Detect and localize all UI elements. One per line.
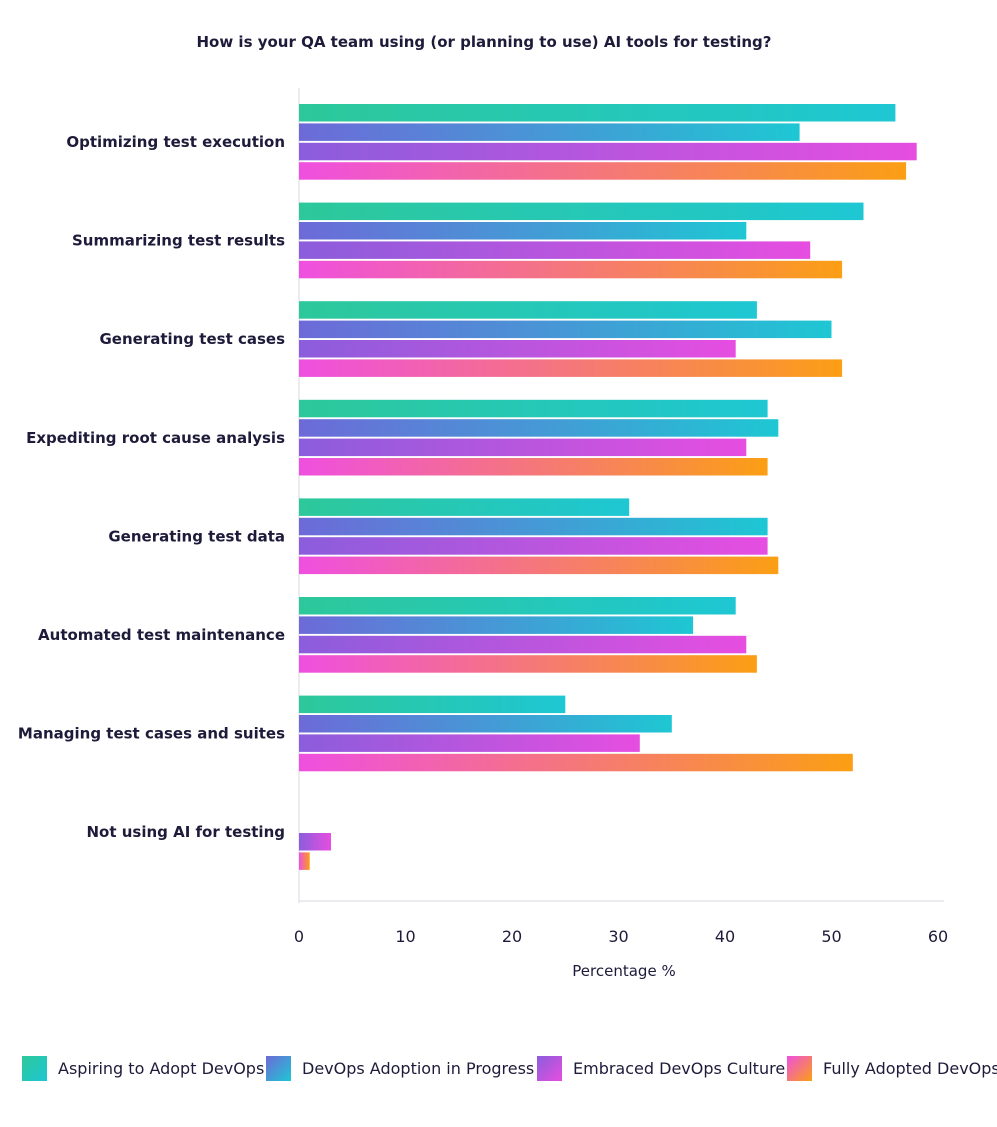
bar: [299, 202, 864, 221]
category-label: Summarizing test results: [72, 232, 285, 250]
bar: [299, 537, 768, 555]
x-tick-label: 0: [294, 927, 304, 946]
x-tick-label: 40: [715, 927, 735, 946]
x-axis-label: Percentage %: [572, 962, 675, 980]
legend: Aspiring to Adopt DevOps DevOps Adoption…: [22, 1054, 997, 1084]
x-tick-label: 20: [502, 927, 522, 946]
x-tick-label: 30: [608, 927, 628, 946]
category-label: Automated test maintenance: [38, 626, 285, 644]
bar: [299, 222, 747, 240]
legend-item-in-progress[interactable]: DevOps Adoption in Progress: [266, 1054, 534, 1082]
legend-swatch: [537, 1055, 562, 1081]
bar: [299, 301, 757, 319]
bar: [299, 517, 768, 536]
bar: [299, 635, 747, 654]
legend-label: Embraced DevOps Culture: [573, 1058, 786, 1078]
bar: [299, 556, 779, 575]
legend-label: Aspiring to Adopt DevOps: [58, 1058, 265, 1078]
legend-swatch: [787, 1055, 812, 1081]
category-label: Not using AI for testing: [86, 823, 285, 841]
category-label: Generating test data: [108, 527, 285, 545]
bar: [299, 340, 736, 358]
bar: [299, 399, 768, 418]
legend-item-embraced[interactable]: Embraced DevOps Culture: [537, 1054, 785, 1082]
bar: [299, 833, 331, 851]
chart-title: How is your QA team using (or planning t…: [196, 33, 771, 51]
bar: [299, 260, 843, 279]
bar: [299, 241, 811, 259]
bar: [299, 123, 800, 141]
bar: [299, 162, 907, 180]
bar: [299, 458, 768, 476]
legend-swatch: [266, 1055, 291, 1081]
bar: [299, 320, 832, 339]
category-label: Optimizing test execution: [66, 133, 285, 151]
legend-label: Fully Adopted DevOps: [823, 1058, 997, 1078]
bar: [299, 852, 310, 870]
category-labels: Optimizing test execution Summarizing tes…: [18, 133, 285, 841]
x-tick-labels: 0 10 20 30 40 50 60: [294, 927, 948, 946]
bar: [299, 753, 853, 772]
bar: [299, 734, 640, 752]
bar: [299, 104, 896, 122]
legend-item-fully-adopted[interactable]: Fully Adopted DevOps: [787, 1054, 997, 1082]
category-label: Managing test cases and suites: [18, 725, 285, 743]
legend-item-aspiring[interactable]: Aspiring to Adopt DevOps: [22, 1054, 264, 1082]
bar: [299, 438, 747, 457]
bar: [299, 655, 757, 673]
legend-swatch: [22, 1055, 47, 1081]
bar: [299, 715, 672, 733]
bar: [299, 498, 630, 516]
bar: [299, 359, 843, 377]
category-label: Generating test cases: [99, 330, 285, 348]
x-tick-label: 50: [821, 927, 841, 946]
x-tick-label: 10: [395, 927, 415, 946]
bars-group: [299, 104, 917, 870]
bar: [299, 616, 694, 634]
bar: [299, 597, 736, 615]
bar: [299, 419, 779, 437]
category-label: Expediting root cause analysis: [26, 429, 285, 447]
bar: [299, 142, 917, 161]
legend-label: DevOps Adoption in Progress: [302, 1058, 535, 1078]
x-tick-label: 60: [928, 927, 948, 946]
bar: [299, 695, 566, 714]
